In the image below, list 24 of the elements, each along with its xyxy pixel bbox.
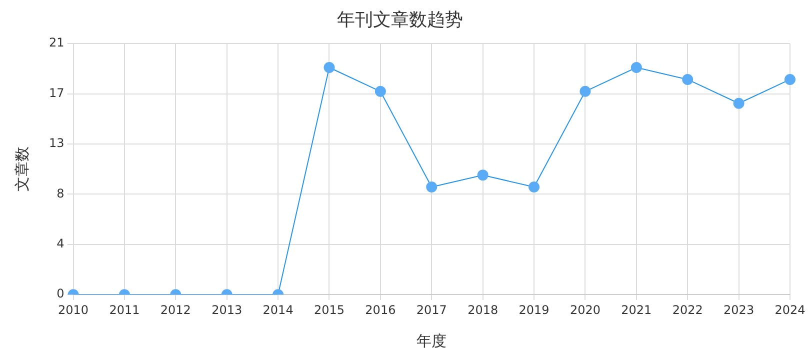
x-tick-label: 2011 <box>109 302 140 317</box>
y-tick-label: 4 <box>56 236 64 251</box>
y-tick-label: 17 <box>48 86 64 100</box>
y-tick-label: 0 <box>56 286 64 301</box>
x-tick-label: 2017 <box>416 302 447 317</box>
y-tick-label: 13 <box>48 136 64 150</box>
chart-title: 年刊文章数趋势 <box>337 9 463 30</box>
x-tick-label: 2018 <box>468 302 498 317</box>
y-tick-label: 21 <box>48 36 64 50</box>
x-tick-label: 2014 <box>262 302 294 317</box>
x-tick-label: 2016 <box>365 302 396 317</box>
y-tick-label: 8 <box>56 186 64 200</box>
y-axis-title: 文章数 <box>12 146 31 192</box>
x-tick-label: 2010 <box>58 302 89 317</box>
x-tick-label: 2019 <box>518 302 550 317</box>
x-tick-label: 2023 <box>724 302 754 317</box>
x-tick-label: 2021 <box>621 302 652 317</box>
x-tick-label: 2020 <box>570 302 600 317</box>
x-tick-label: 2012 <box>160 302 191 317</box>
x-tick-label: 2024 <box>774 302 806 317</box>
x-tick-label: 2022 <box>672 302 703 317</box>
x-tick-label: 2013 <box>212 302 242 317</box>
x-axis-title: 年度 <box>416 332 447 350</box>
x-tick-label: 2015 <box>314 302 345 317</box>
